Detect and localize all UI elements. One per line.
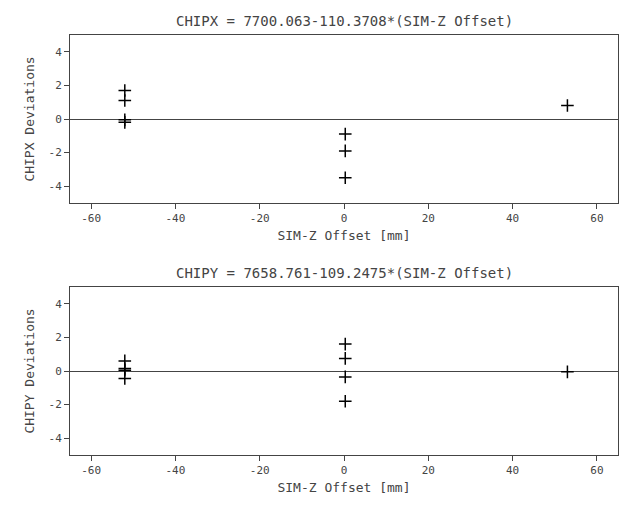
svg-text:60: 60 bbox=[590, 212, 603, 225]
svg-text:0: 0 bbox=[55, 113, 62, 126]
svg-text:2: 2 bbox=[55, 79, 62, 92]
svg-text:-40: -40 bbox=[165, 212, 185, 225]
svg-text:20: 20 bbox=[422, 464, 435, 477]
svg-text:4: 4 bbox=[55, 46, 62, 59]
svg-text:4: 4 bbox=[55, 298, 62, 311]
svg-text:0: 0 bbox=[341, 464, 348, 477]
svg-text:60: 60 bbox=[590, 464, 603, 477]
svg-text:-60: -60 bbox=[81, 212, 101, 225]
svg-text:-2: -2 bbox=[49, 398, 62, 411]
svg-text:-60: -60 bbox=[81, 464, 101, 477]
svg-text:0: 0 bbox=[55, 365, 62, 378]
svg-text:-4: -4 bbox=[49, 180, 63, 193]
svg-text:-2: -2 bbox=[49, 146, 62, 159]
svg-text:SIM-Z Offset [mm]: SIM-Z Offset [mm] bbox=[277, 480, 410, 495]
svg-text:-40: -40 bbox=[165, 464, 185, 477]
svg-text:CHIPX = 7700.063-110.3708*(SIM: CHIPX = 7700.063-110.3708*(SIM-Z Offset) bbox=[176, 13, 513, 29]
svg-text:CHIPX Deviations: CHIPX Deviations bbox=[22, 56, 37, 181]
svg-text:-20: -20 bbox=[250, 464, 270, 477]
svg-text:CHIPY = 7658.761-109.2475*(SIM: CHIPY = 7658.761-109.2475*(SIM-Z Offset) bbox=[176, 265, 513, 281]
svg-text:CHIPY Deviations: CHIPY Deviations bbox=[22, 308, 37, 433]
svg-text:-20: -20 bbox=[250, 212, 270, 225]
svg-text:2: 2 bbox=[55, 331, 62, 344]
svg-text:20: 20 bbox=[422, 212, 435, 225]
svg-text:0: 0 bbox=[341, 212, 348, 225]
svg-text:40: 40 bbox=[506, 464, 519, 477]
svg-text:SIM-Z Offset [mm]: SIM-Z Offset [mm] bbox=[277, 228, 410, 243]
svg-text:40: 40 bbox=[506, 212, 519, 225]
svg-text:-4: -4 bbox=[49, 432, 63, 445]
